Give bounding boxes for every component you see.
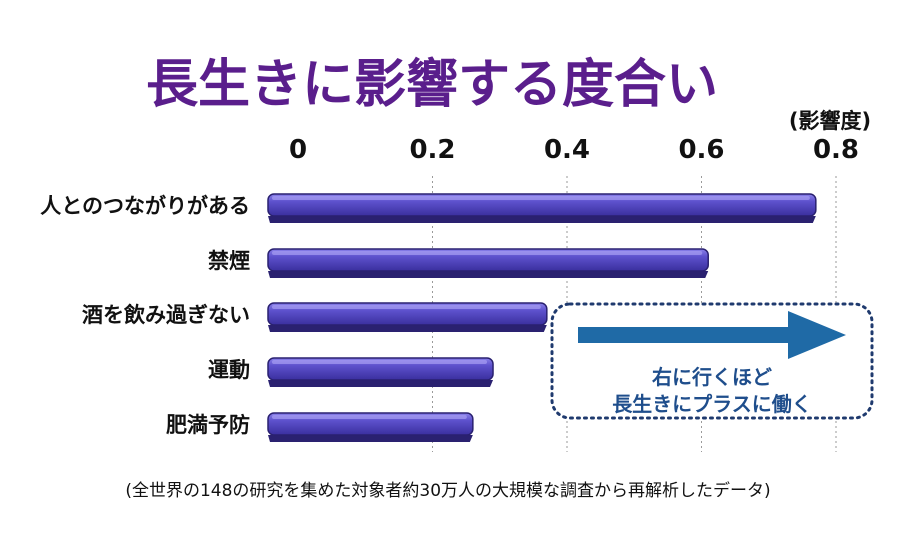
bar <box>267 248 709 278</box>
x-tick-label: 0 <box>289 135 307 165</box>
axis-unit-label: (影響度) <box>789 109 871 133</box>
category-label: 酒を飲み過ぎない <box>82 303 250 327</box>
x-tick-label: 0.6 <box>678 135 724 165</box>
chart-title: 長生きに影響する度合い <box>146 55 718 115</box>
category-label: 肥満予防 <box>166 413 250 437</box>
category-label: 人とのつながりがある <box>40 194 250 218</box>
bars <box>267 193 817 442</box>
category-label: 禁煙 <box>208 249 250 273</box>
category-label: 運動 <box>208 358 250 382</box>
annotation-box: 右に行くほど 長生きにプラスに働く <box>550 302 874 420</box>
x-tick-label: 0.8 <box>813 135 859 165</box>
x-tick-label: 0.4 <box>544 135 590 165</box>
arrow-shaft <box>578 327 794 343</box>
annotation-line2: 長生きにプラスに働く <box>612 392 812 416</box>
source-note: (全世界の148の研究を集めた対象者約30万人の大規模な調査から再解析したデータ… <box>125 480 770 501</box>
annotation-line1: 右に行くほど <box>652 365 772 389</box>
bar <box>267 357 494 387</box>
bar <box>267 193 817 223</box>
annotation-arrow <box>578 311 846 359</box>
bar <box>267 412 474 442</box>
x-tick-labels: 0 0.2 0.4 0.6 0.8 <box>289 135 859 165</box>
x-tick-label: 0.2 <box>409 135 455 165</box>
bar <box>267 302 548 332</box>
arrow-head <box>788 311 846 359</box>
